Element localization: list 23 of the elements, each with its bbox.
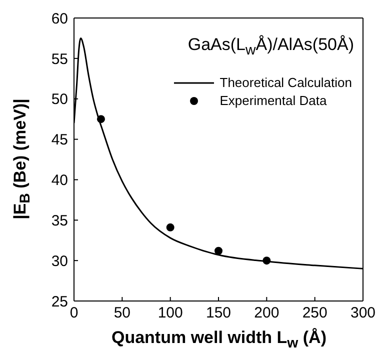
annotation: GaAs(L$_{w}$Å)/AlAs(50Å) bbox=[188, 35, 354, 58]
x-tick-label: 250 bbox=[302, 304, 328, 322]
point bbox=[214, 246, 222, 255]
x-tick-label: 50 bbox=[114, 304, 131, 322]
y-tick-label: 45 bbox=[51, 132, 68, 149]
y-tick-label: 40 bbox=[51, 172, 68, 190]
y-tick-label: 30 bbox=[51, 252, 68, 270]
legend-label: Experimental Data bbox=[220, 93, 327, 108]
x-tick-label: 200 bbox=[254, 304, 280, 322]
point bbox=[96, 115, 105, 124]
y-tick-label: 35 bbox=[51, 212, 68, 230]
x-axis-title: Quantum well width L$_{w}$ (Å) bbox=[110, 328, 328, 352]
y-tick-label: 50 bbox=[51, 91, 68, 108]
x-tick-label: 150 bbox=[206, 304, 232, 322]
point bbox=[166, 223, 174, 232]
point bbox=[262, 256, 271, 265]
x-tick-label: 100 bbox=[158, 304, 183, 322]
x-tick-label: 0 bbox=[70, 304, 78, 322]
x-tick-label: 300 bbox=[350, 304, 376, 322]
legend-label: Theoretical Calculation bbox=[220, 75, 352, 90]
y-tick-label: 55 bbox=[51, 50, 68, 68]
y-tick-label: 60 bbox=[51, 10, 68, 28]
y-tick-label: 25 bbox=[51, 293, 68, 310]
